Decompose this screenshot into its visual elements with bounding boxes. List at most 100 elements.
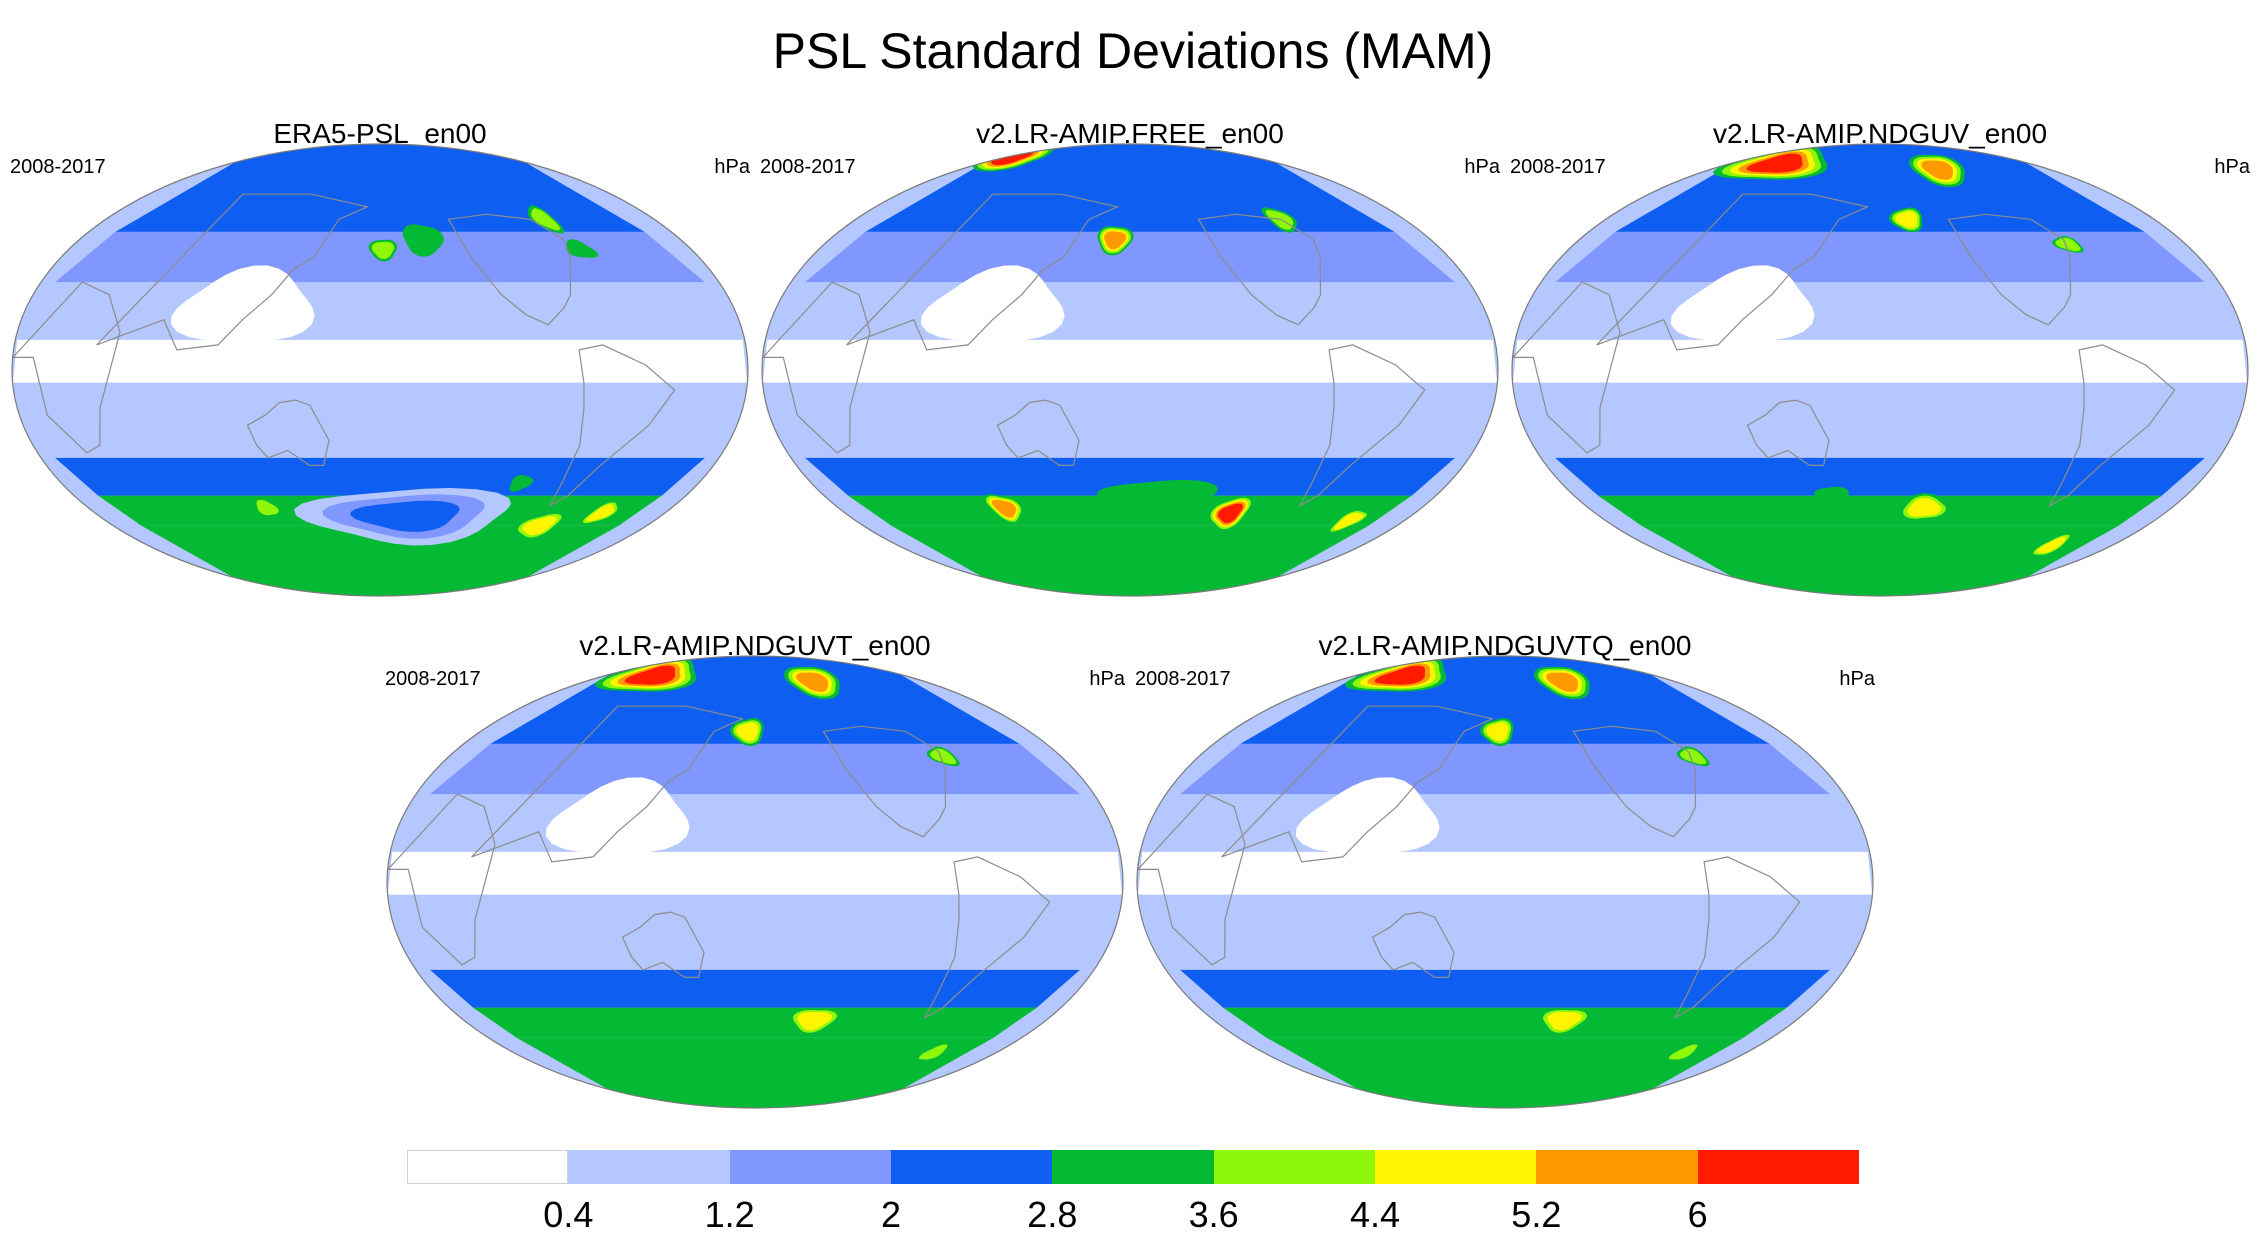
- field-contour: [1814, 486, 1849, 506]
- field-contour: [1907, 498, 1942, 517]
- field-minimum-region: [170, 265, 315, 341]
- map-panel-ndguvtq: v2.LR-AMIP.NDGUVTQ_en00 2008-2017 hPa: [1135, 630, 1875, 1110]
- period-label: 2008-2017: [385, 668, 481, 690]
- field-band: [865, 144, 1395, 232]
- period-label: 2008-2017: [760, 156, 856, 178]
- field-band: [141, 525, 619, 596]
- field-contour: [531, 208, 560, 231]
- map-field: [386, 655, 1124, 1109]
- field-band: [1555, 231, 2205, 283]
- coastline: [1197, 213, 1322, 326]
- colorbar-tick-label: 4.4: [1349, 1194, 1401, 1235]
- coastline: [246, 399, 330, 466]
- field-contour: [586, 504, 615, 522]
- field-contour: [522, 516, 557, 536]
- period-label: 2008-2017: [1510, 156, 1606, 178]
- field-contour: [918, 1044, 948, 1060]
- coastline: [96, 193, 370, 351]
- coastline: [621, 911, 705, 978]
- coastline: [1746, 399, 1830, 466]
- field-minimum-region: [545, 777, 690, 853]
- colorbar-swatch: [729, 1150, 891, 1184]
- field-contour: [1546, 672, 1578, 692]
- field-contour: [991, 499, 1017, 518]
- period-label: 2008-2017: [1135, 668, 1231, 690]
- map-border: [1511, 143, 2249, 597]
- colorbar-swatch: [1375, 1150, 1537, 1184]
- field-contour: [371, 241, 395, 259]
- field-band: [430, 743, 1080, 795]
- coastline: [1572, 725, 1697, 838]
- coastline: [387, 793, 496, 966]
- map-panel-free: v2.LR-AMIP.FREE_en00 2008-2017 hPa: [760, 118, 1500, 598]
- colorbar-swatch: [891, 1150, 1053, 1184]
- map-panel-ndguv: v2.LR-AMIP.NDGUV_en00 2008-2017 hPa: [1510, 118, 2250, 598]
- field-band: [891, 525, 1369, 596]
- field-band: [1598, 495, 2162, 526]
- field-band: [1512, 339, 2248, 383]
- field-band: [1641, 525, 2119, 596]
- field-layer: [1137, 656, 1873, 1108]
- field-contour: [1097, 479, 1218, 513]
- field-contour: [1746, 153, 1803, 173]
- field-layer: [12, 144, 748, 596]
- field-band: [516, 1037, 994, 1108]
- field-band: [12, 339, 748, 383]
- field-contour: [1668, 1044, 1698, 1060]
- map-border: [1136, 655, 1874, 1109]
- field-band: [473, 1007, 1037, 1038]
- field-contour: [2036, 536, 2067, 554]
- field-band: [387, 851, 1123, 895]
- field-contour: [1895, 211, 1918, 229]
- coastline: [996, 399, 1080, 466]
- coastline: [1298, 344, 1426, 508]
- field-band: [55, 457, 705, 496]
- field-contour: [624, 665, 676, 685]
- coastline: [923, 856, 1051, 1020]
- field-contour: [1217, 503, 1243, 524]
- map-field: [1136, 655, 1874, 1109]
- field-band: [1180, 969, 1830, 1008]
- field-band: [430, 969, 1080, 1008]
- coastline: [12, 281, 121, 454]
- field-band: [1180, 743, 1830, 795]
- colorbar-tick-label: 3.6: [1188, 1194, 1239, 1235]
- field-contour: [1680, 748, 1707, 765]
- coastline: [1947, 213, 2072, 326]
- units-label: hPa: [1089, 668, 1125, 690]
- colorbar-tick-label: 6: [1687, 1194, 1708, 1235]
- map-field: [1511, 143, 2249, 597]
- colorbar-swatch: [407, 1150, 569, 1184]
- field-contour: [402, 224, 444, 257]
- coastline: [1673, 856, 1801, 1020]
- colorbar-swatch: [1697, 1150, 1859, 1184]
- coastline: [1512, 281, 1621, 454]
- coastline: [447, 213, 572, 326]
- colorbar-tick-label: 1.2: [704, 1194, 755, 1235]
- field-contour: [256, 499, 279, 516]
- field-band: [115, 144, 645, 232]
- units-label: hPa: [1464, 156, 1500, 178]
- coastline: [548, 344, 676, 508]
- field-layer: [387, 656, 1123, 1108]
- coastline: [762, 281, 871, 454]
- field-band: [1266, 1037, 1744, 1108]
- colorbar-tick-label: 5.2: [1511, 1194, 1562, 1235]
- field-band: [762, 339, 1498, 383]
- field-contour: [796, 672, 828, 692]
- field-minimum-region: [920, 265, 1065, 341]
- coastline: [471, 705, 745, 863]
- figure-title: PSL Standard Deviations (MAM): [772, 23, 1494, 79]
- field-contour: [736, 722, 759, 742]
- field-band: [1555, 457, 2205, 496]
- map-border: [761, 143, 1499, 597]
- field-contour: [565, 239, 599, 258]
- coastline: [846, 193, 1120, 351]
- map-border: [11, 143, 749, 597]
- colorbar-tick-label: 0.4: [543, 1194, 594, 1235]
- colorbar-swatch: [1536, 1150, 1698, 1184]
- field-band: [1137, 851, 1873, 895]
- coastline: [1596, 193, 1870, 351]
- map-panel-ndguvt: v2.LR-AMIP.NDGUVT_en00 2008-2017 hPa: [385, 630, 1125, 1110]
- field-contour: [350, 500, 460, 532]
